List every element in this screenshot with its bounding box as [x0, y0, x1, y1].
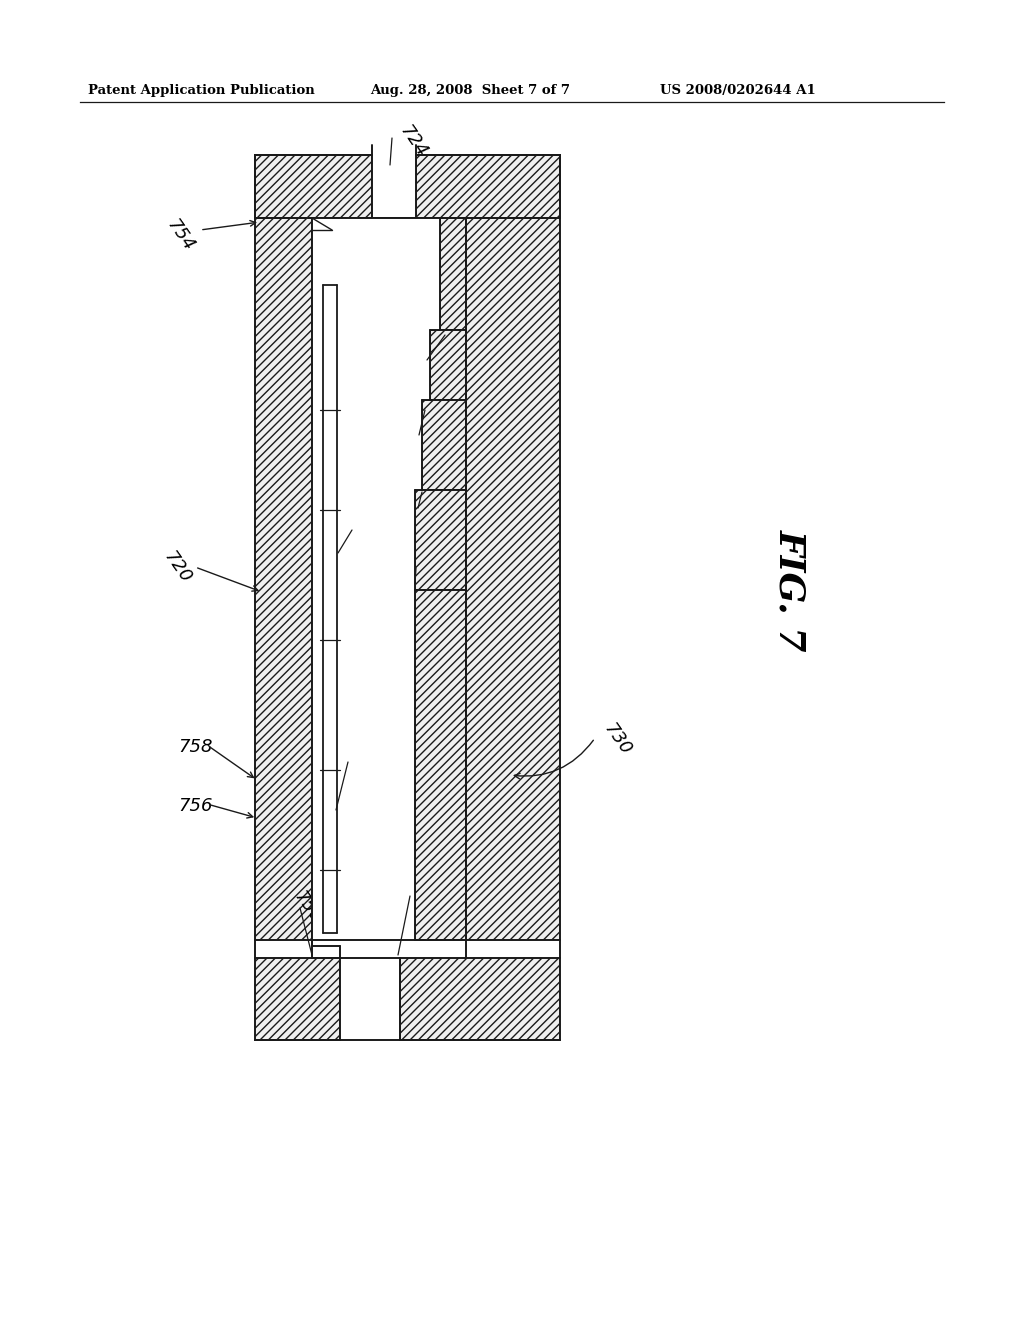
Text: 732: 732	[415, 565, 445, 603]
Text: 736: 736	[420, 414, 451, 454]
Text: Patent Application Publication: Patent Application Publication	[88, 84, 314, 96]
Text: 750: 750	[290, 888, 325, 927]
Bar	[312, 490, 415, 590]
Text: 770: 770	[340, 510, 375, 549]
Bar	[255, 154, 372, 218]
Bar	[255, 958, 340, 1040]
Text: 756: 756	[178, 797, 213, 814]
Bar	[312, 590, 415, 940]
Text: 758: 758	[178, 738, 213, 756]
Bar	[430, 330, 466, 400]
Text: 722: 722	[400, 878, 434, 916]
Text: US 2008/0202644 A1: US 2008/0202644 A1	[660, 84, 816, 96]
Bar	[422, 400, 466, 490]
Bar	[255, 218, 312, 940]
Text: 740: 740	[336, 742, 371, 780]
Bar	[340, 958, 400, 1045]
Text: 730: 730	[600, 719, 635, 759]
Text: 754: 754	[163, 216, 198, 255]
Text: FIG. 7: FIG. 7	[773, 529, 807, 651]
Text: 734: 734	[418, 490, 449, 529]
Bar	[372, 145, 416, 218]
Text: Aug. 28, 2008  Sheet 7 of 7: Aug. 28, 2008 Sheet 7 of 7	[370, 84, 570, 96]
Bar	[400, 958, 560, 1040]
Bar	[312, 218, 466, 940]
Text: 724: 724	[396, 121, 430, 161]
Bar	[321, 285, 339, 933]
Text: 752: 752	[315, 252, 349, 271]
Bar	[312, 218, 440, 330]
Bar	[416, 154, 560, 218]
Bar	[312, 400, 422, 490]
Bar	[415, 590, 466, 940]
Text: 720: 720	[160, 548, 195, 586]
Bar	[466, 218, 560, 940]
Bar	[312, 330, 430, 400]
Bar	[440, 218, 466, 330]
Text: 738: 738	[428, 341, 459, 379]
Bar	[415, 490, 466, 590]
